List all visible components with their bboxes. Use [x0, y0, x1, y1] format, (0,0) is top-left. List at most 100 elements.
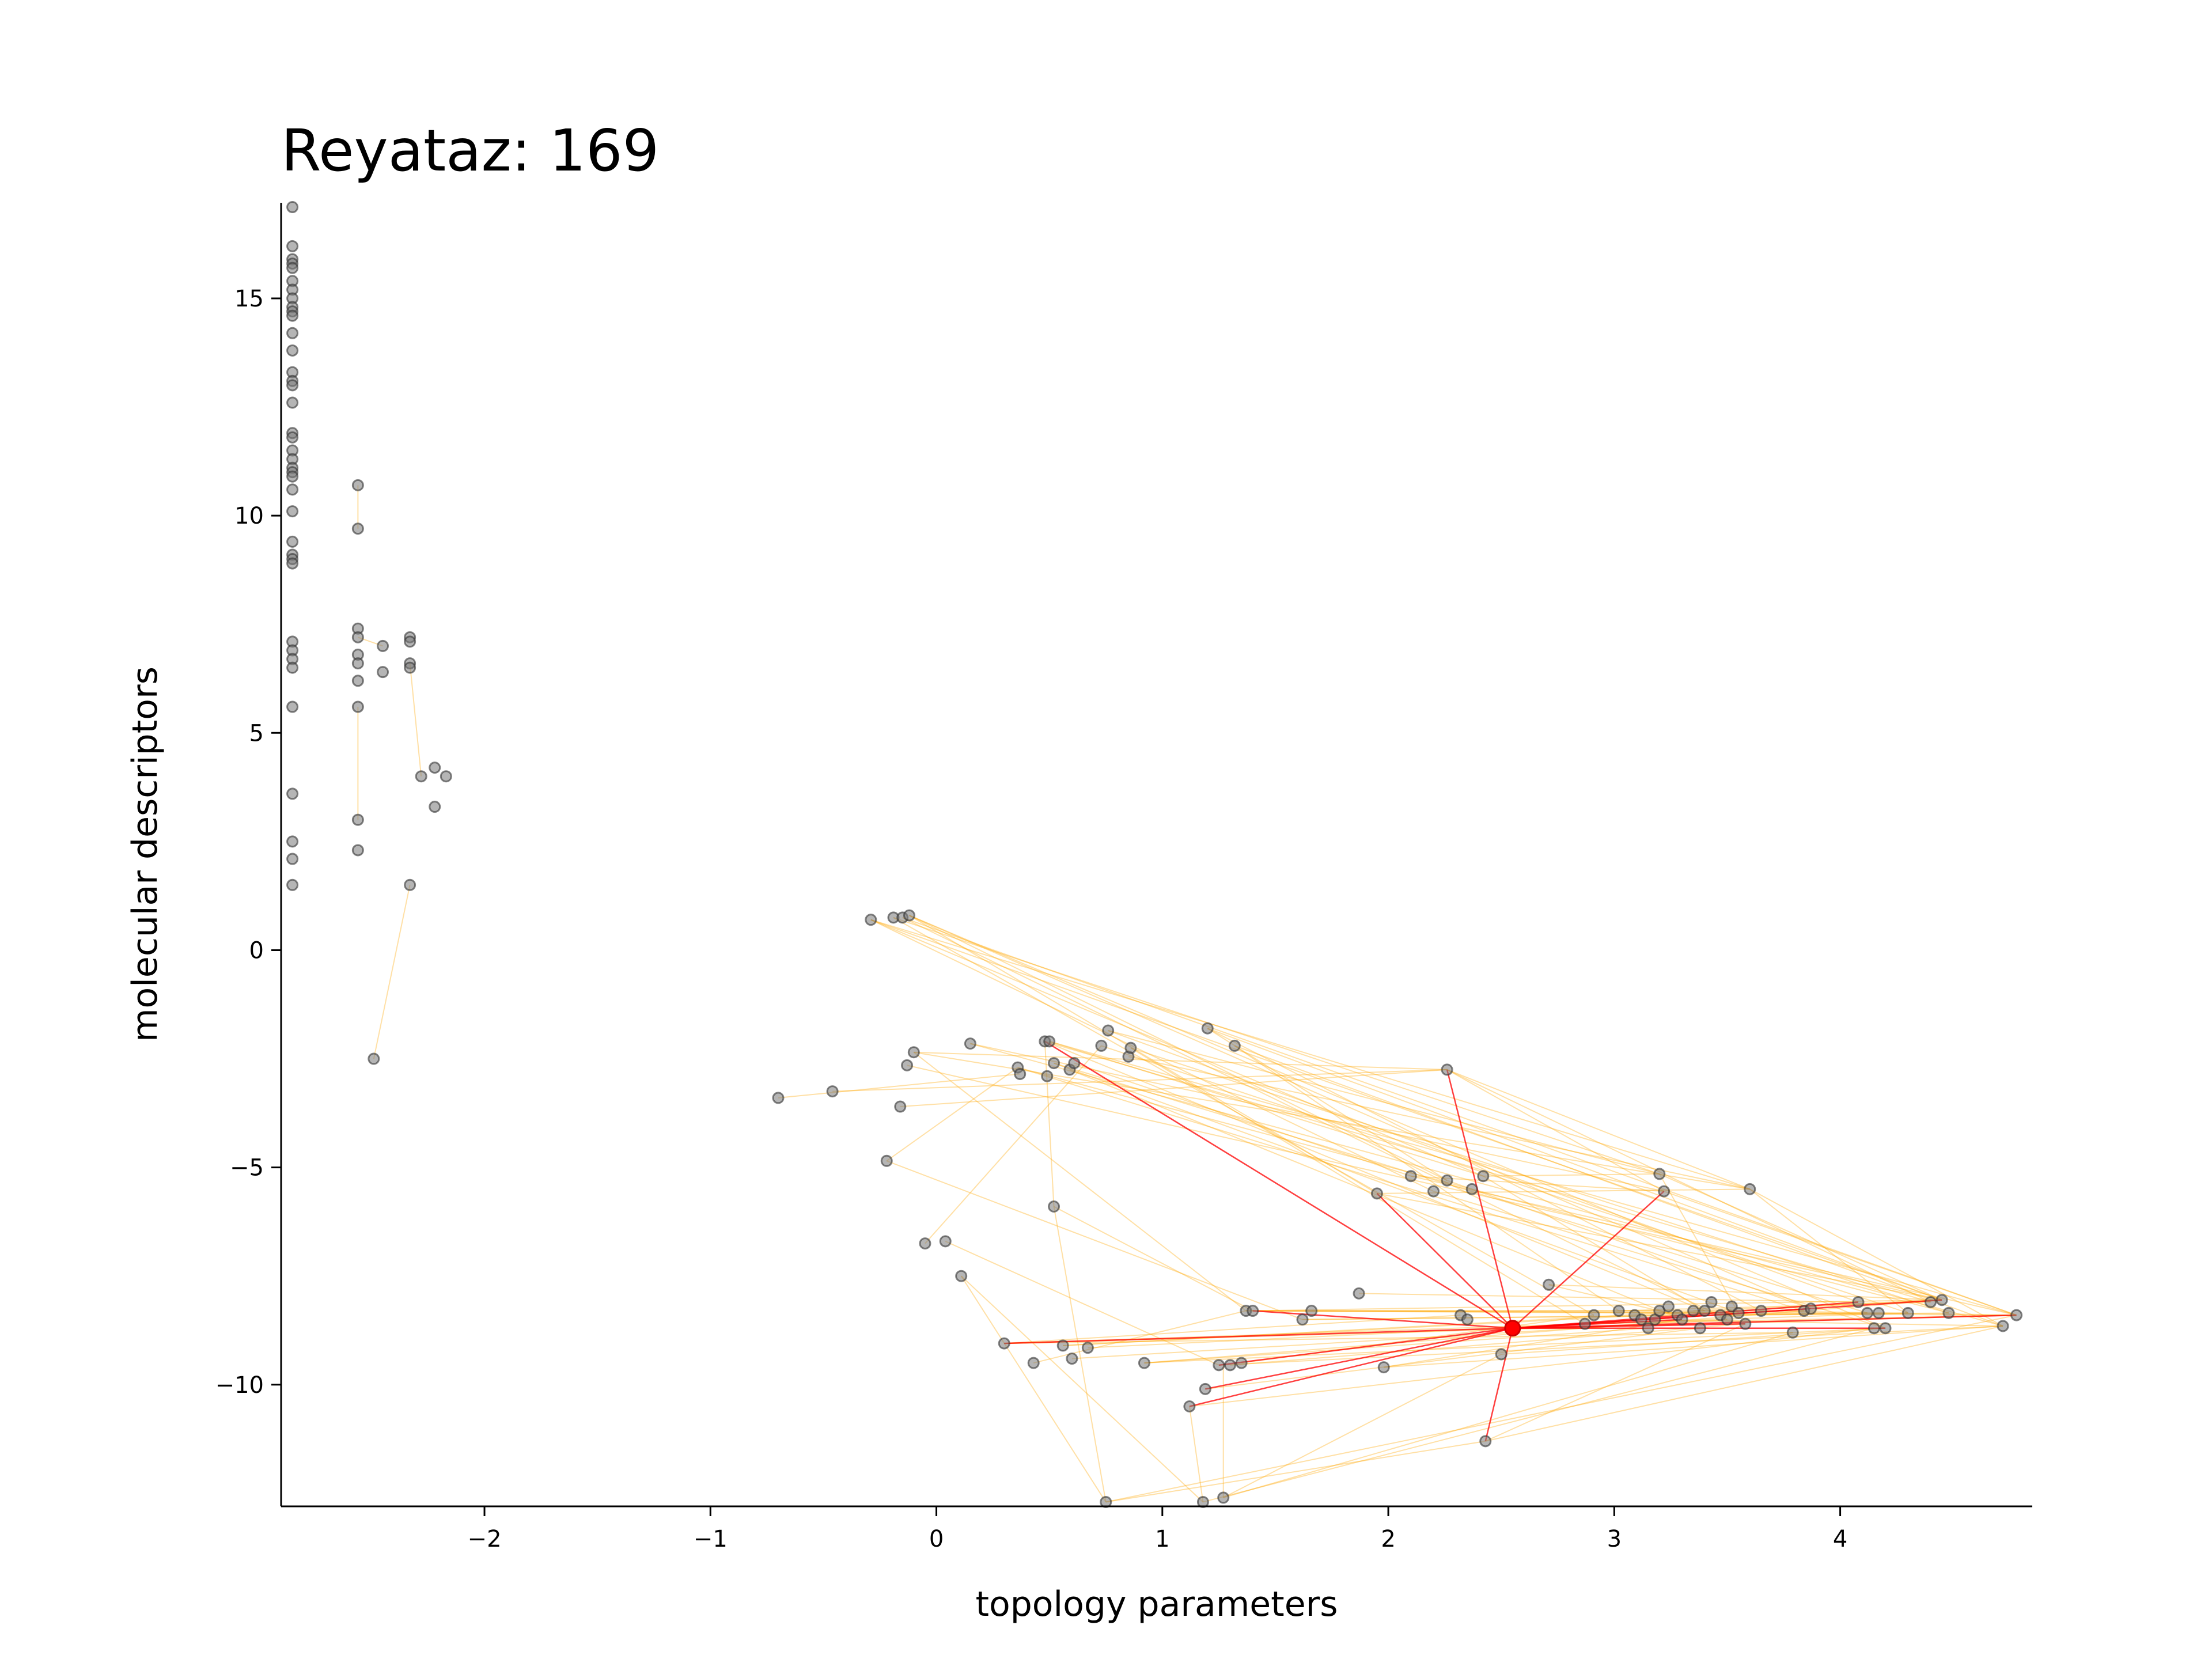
edge-15: [970, 1043, 1664, 1192]
edge-11: [870, 919, 1434, 1192]
edge-40: [778, 1073, 1020, 1099]
data-point-139: [1705, 1296, 1718, 1308]
chart-title: Reyataz: 169: [281, 117, 659, 184]
data-point-73: [955, 1270, 968, 1282]
highlight-edge-4: [1004, 1327, 1513, 1344]
edge-30: [1128, 1056, 1750, 1190]
x-tick-label-0: −2: [468, 1526, 502, 1552]
data-point-113: [1441, 1174, 1453, 1187]
x-ticks: −2 −1 0 1 2 3 4: [468, 1506, 1847, 1552]
data-point-78: [1027, 1357, 1040, 1369]
data-point-70: [907, 1046, 920, 1059]
data-point-120: [1495, 1348, 1508, 1361]
data-point-55: [404, 661, 416, 674]
data-point-136: [1687, 1305, 1700, 1317]
data-point-99: [1213, 1359, 1225, 1372]
data-point-95: [1183, 1400, 1196, 1413]
data-point-56: [404, 878, 416, 891]
data-point-35: [286, 787, 299, 800]
highlighted-point: [1504, 1320, 1521, 1337]
data-point-44: [351, 657, 364, 670]
edge-5: [909, 915, 1811, 1309]
edge-79: [1384, 1325, 2003, 1368]
data-point-97: [1201, 1022, 1214, 1035]
edge-77: [1311, 1310, 1739, 1314]
edge-104: [1658, 1173, 1739, 1313]
edge-93: [1485, 1325, 2003, 1442]
x-tick-label-3: 1: [1155, 1526, 1169, 1552]
edge-44: [1044, 1041, 1055, 1207]
data-point-122: [1543, 1278, 1555, 1291]
data-point-150: [1852, 1296, 1865, 1308]
edge-118: [409, 663, 422, 777]
data-point-87: [1068, 1057, 1081, 1070]
edge-27: [1101, 1045, 1908, 1314]
edge-48: [960, 1275, 1107, 1502]
data-point-124: [1588, 1309, 1600, 1321]
data-point-36: [286, 835, 299, 848]
data-point-102: [1228, 1039, 1241, 1052]
data-point-68: [894, 1100, 907, 1113]
edge-90: [1446, 1069, 1751, 1190]
edge-51: [1004, 1332, 1793, 1344]
edge-101: [1664, 1191, 2017, 1316]
edge-62: [1230, 1323, 1745, 1366]
edge-65: [1105, 1315, 2017, 1503]
x-tick-label-1: −1: [694, 1526, 728, 1552]
edge-35: [1234, 1045, 2003, 1327]
y-tick-label-3: 5: [249, 720, 264, 747]
data-point-67: [880, 1154, 893, 1167]
data-point-105: [1247, 1305, 1259, 1317]
highlight-edge-3: [1376, 1192, 1513, 1329]
edge-102: [1749, 1188, 2003, 1327]
data-point-38: [286, 878, 299, 891]
data-point-51: [377, 666, 389, 679]
y-tick-label-1: −5: [230, 1155, 264, 1181]
data-point-119: [1479, 1435, 1492, 1448]
data-point-48: [351, 844, 364, 857]
edge-41: [900, 1069, 1448, 1108]
y-tick-label-2: 0: [249, 937, 264, 964]
data-point-26: [286, 535, 299, 548]
edge-49: [961, 1275, 1204, 1503]
points-layer: [286, 201, 2023, 1508]
data-point-34: [286, 700, 299, 713]
edge-24: [1054, 1062, 1868, 1314]
edge-96: [1548, 1284, 1942, 1301]
edge-70: [1053, 1206, 1107, 1502]
data-point-72: [939, 1235, 952, 1248]
data-point-62: [826, 1085, 839, 1098]
edge-73: [1252, 1299, 1942, 1312]
edge-2: [893, 916, 1660, 1175]
data-point-141: [1721, 1313, 1733, 1326]
edge-21: [1049, 1040, 2017, 1316]
data-point-66: [903, 909, 915, 922]
data-point-96: [1199, 1382, 1211, 1395]
highlight-layer: [1504, 1320, 1521, 1337]
edge-20: [1044, 1040, 1705, 1312]
highlight-edge-8: [1252, 1310, 1513, 1329]
x-tick-label-2: 0: [929, 1526, 944, 1552]
edge-58: [1144, 1327, 1649, 1364]
edge-17: [1017, 1067, 1805, 1312]
data-point-107: [1305, 1305, 1318, 1317]
data-point-71: [919, 1237, 931, 1250]
highlight-edge-1: [1446, 1069, 1514, 1329]
edge-59: [1189, 1327, 1874, 1407]
edge-83: [1411, 1175, 2017, 1316]
data-point-59: [429, 801, 441, 813]
y-tick-label-4: 10: [234, 503, 264, 529]
data-point-91: [1102, 1024, 1115, 1037]
data-point-116: [1461, 1313, 1474, 1326]
edge-23: [1054, 1062, 1739, 1314]
data-point-23: [286, 470, 299, 483]
highlight-edge-5: [1189, 1327, 1513, 1407]
data-point-158: [1942, 1306, 1955, 1319]
data-point-33: [286, 661, 299, 674]
edge-22: [1049, 1040, 1484, 1177]
highlight-edge-16: [1205, 1327, 1513, 1390]
data-point-144: [1739, 1317, 1752, 1330]
y-tick-label-0: −10: [215, 1372, 264, 1399]
x-tick-label-5: 3: [1607, 1526, 1622, 1552]
